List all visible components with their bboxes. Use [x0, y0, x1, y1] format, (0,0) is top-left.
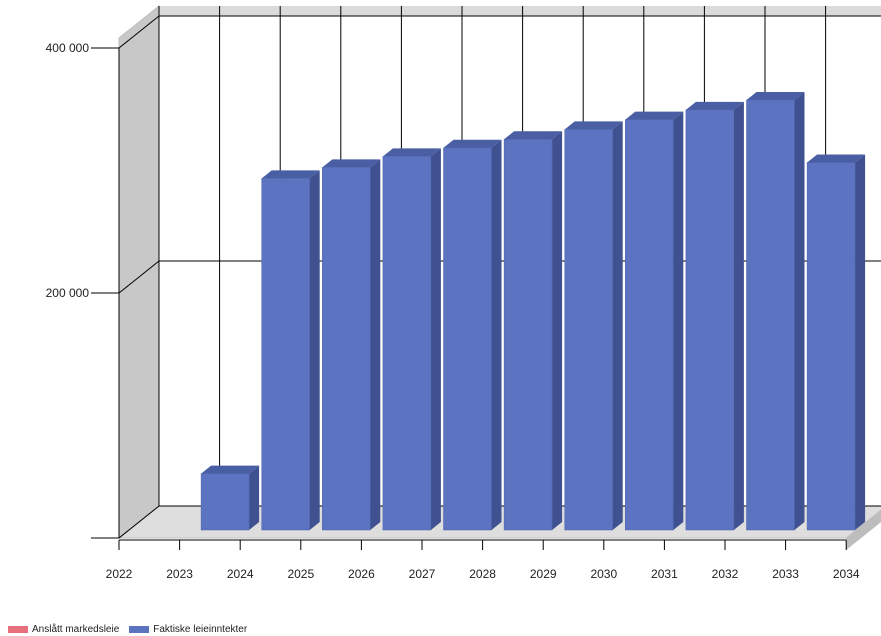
legend-swatch-anslatt	[8, 626, 28, 633]
x-tick-label: 2027	[409, 567, 436, 581]
y-tick-label: 400 000	[46, 41, 90, 55]
wall-gridline	[118, 15, 160, 49]
bar-front	[625, 119, 674, 531]
bar-front	[746, 99, 795, 531]
wall-gridline	[118, 260, 160, 294]
chart-tick-labels: 200 000 400 000 2022 2023 2024 2025 2026 2027 20…	[46, 41, 860, 581]
x-tick-label: 2022	[106, 567, 133, 581]
top-wall-edge	[159, 6, 881, 16]
y-tick-label: 200 000	[46, 286, 90, 300]
bar-chart-3d: 200 000 400 000 2022 2023 2024 2025 2026 2027 20…	[46, 4, 881, 581]
bar-side	[491, 139, 502, 531]
bar-side	[552, 131, 563, 530]
bar-side	[249, 465, 260, 530]
bar-top	[625, 111, 684, 120]
bar-side	[673, 111, 684, 530]
chart-axes	[91, 47, 847, 550]
x-tick-label: 2032	[712, 567, 739, 581]
x-tick-label: 2028	[469, 567, 496, 581]
x-tick-label: 2034	[833, 567, 860, 581]
bar-front	[564, 129, 613, 531]
bar-side	[430, 148, 441, 530]
x-tick-label: 2033	[772, 567, 799, 581]
bar-top	[443, 139, 502, 148]
bar-top	[564, 121, 623, 130]
bar-side	[794, 92, 805, 531]
bar-top	[322, 159, 381, 168]
bar-top	[504, 131, 563, 140]
bar-2024	[261, 170, 320, 531]
bar-top	[685, 101, 744, 110]
bar-front	[685, 109, 735, 531]
bar-2033	[806, 154, 866, 531]
bar-side	[309, 170, 320, 531]
legend-item-faktiske: Faktiske leieinntekter	[129, 624, 247, 635]
legend-label-anslatt: Anslått markedsleie	[32, 624, 120, 635]
bar-front	[443, 147, 492, 531]
bar-front	[806, 162, 856, 531]
bar-top	[746, 92, 805, 101]
bar-top	[201, 465, 260, 474]
legend-swatch-faktiske	[129, 626, 150, 633]
bar-top	[807, 154, 866, 163]
x-tick-label: 2029	[530, 567, 557, 581]
bar-front	[261, 178, 310, 531]
x-tick-label: 2024	[227, 567, 254, 581]
bar-2026	[382, 148, 441, 531]
x-tick-label: 2031	[651, 567, 678, 581]
bar-front	[503, 138, 553, 531]
bar-front	[382, 156, 432, 531]
bar-top	[382, 148, 441, 157]
legend-label-faktiske: Faktiske leieinntekter	[153, 624, 248, 635]
bar-front	[200, 473, 250, 531]
bar-side	[855, 154, 866, 530]
bar-2023	[200, 465, 260, 531]
bar-front	[322, 167, 371, 531]
x-tick-label: 2023	[166, 567, 193, 581]
bar-side	[612, 121, 623, 531]
legend-item-anslatt: Anslått markedsleie	[8, 624, 119, 635]
bar-side	[733, 101, 744, 530]
floor-edge	[846, 510, 881, 550]
bar-2031	[685, 101, 744, 531]
bar-2025	[322, 159, 381, 531]
bar-2032	[746, 92, 805, 531]
wall-gridline	[118, 505, 160, 539]
left-wall	[118, 4, 160, 540]
bar-top	[261, 170, 320, 179]
chart-bars	[200, 92, 866, 531]
bar-2027	[443, 139, 502, 531]
bar-side	[370, 159, 381, 530]
bar-2028	[503, 131, 563, 531]
x-tick-label: 2030	[590, 567, 617, 581]
chart-legend: Anslått markedsleie Faktiske leieinntekt…	[8, 624, 257, 635]
x-tick-label: 2025	[287, 567, 314, 581]
x-tick-label: 2026	[348, 567, 375, 581]
bar-2029	[564, 121, 623, 531]
bar-2030	[625, 111, 684, 531]
